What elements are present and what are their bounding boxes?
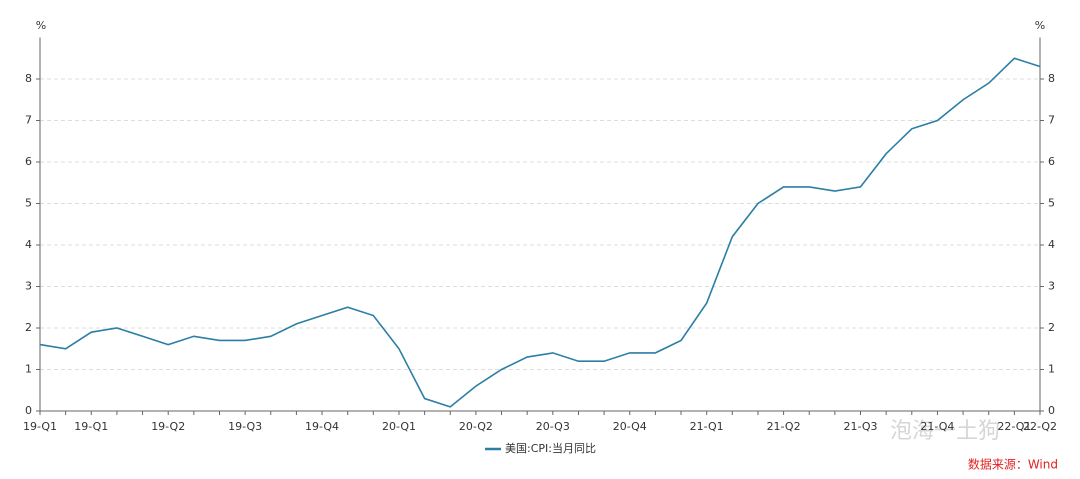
y2-tick-label: 5 — [1048, 197, 1055, 210]
y-tick-label: 1 — [25, 363, 32, 376]
y-tick-label: 8 — [25, 72, 32, 85]
x-tick-label: 21-Q2 — [767, 420, 801, 433]
x-tick-label: 22-Q1 — [997, 420, 1031, 433]
watermark: 泡海一土狗 — [890, 419, 1000, 444]
x-tick-label: 19-Q1 — [74, 420, 108, 433]
y2-tick-label: 8 — [1048, 72, 1055, 85]
y2-tick-label: 1 — [1048, 363, 1055, 376]
x-tick-label: 19-Q1 — [23, 420, 57, 433]
y2-tick-label: 6 — [1048, 155, 1055, 168]
x-tick-label: 22-Q2 — [1023, 420, 1057, 433]
x-tick-label: 20-Q1 — [382, 420, 416, 433]
y-tick-label: 7 — [25, 114, 32, 127]
y-unit: % — [36, 19, 46, 32]
x-tick-label: 19-Q4 — [305, 420, 339, 433]
x-tick-label: 21-Q1 — [690, 420, 724, 433]
y2-tick-label: 7 — [1048, 114, 1055, 127]
x-tick-label: 19-Q3 — [228, 420, 262, 433]
x-tick-label: 21-Q4 — [920, 420, 954, 433]
y-tick-label: 5 — [25, 197, 32, 210]
y-tick-label: 2 — [25, 321, 32, 334]
y-tick-label: 3 — [25, 280, 32, 293]
y-tick-label: 6 — [25, 155, 32, 168]
x-tick-label: 19-Q2 — [151, 420, 185, 433]
source: 数据来源：Wind — [968, 457, 1058, 472]
x-tick-label: 20-Q4 — [613, 420, 647, 433]
y2-tick-label: 0 — [1048, 404, 1055, 417]
y-tick-label: 4 — [25, 238, 32, 251]
y2-tick-label: 3 — [1048, 280, 1055, 293]
y2-unit: % — [1035, 19, 1045, 32]
y2-tick-label: 2 — [1048, 321, 1055, 334]
legend-label: 美国:CPI:当月同比 — [505, 441, 596, 455]
line-series — [39, 57, 1041, 408]
x-tick-label: 20-Q2 — [459, 420, 493, 433]
y2-tick-label: 4 — [1048, 238, 1055, 251]
x-tick-label: 20-Q3 — [536, 420, 570, 433]
y-tick-label: 0 — [25, 404, 32, 417]
x-tick-label: 21-Q3 — [843, 420, 877, 433]
